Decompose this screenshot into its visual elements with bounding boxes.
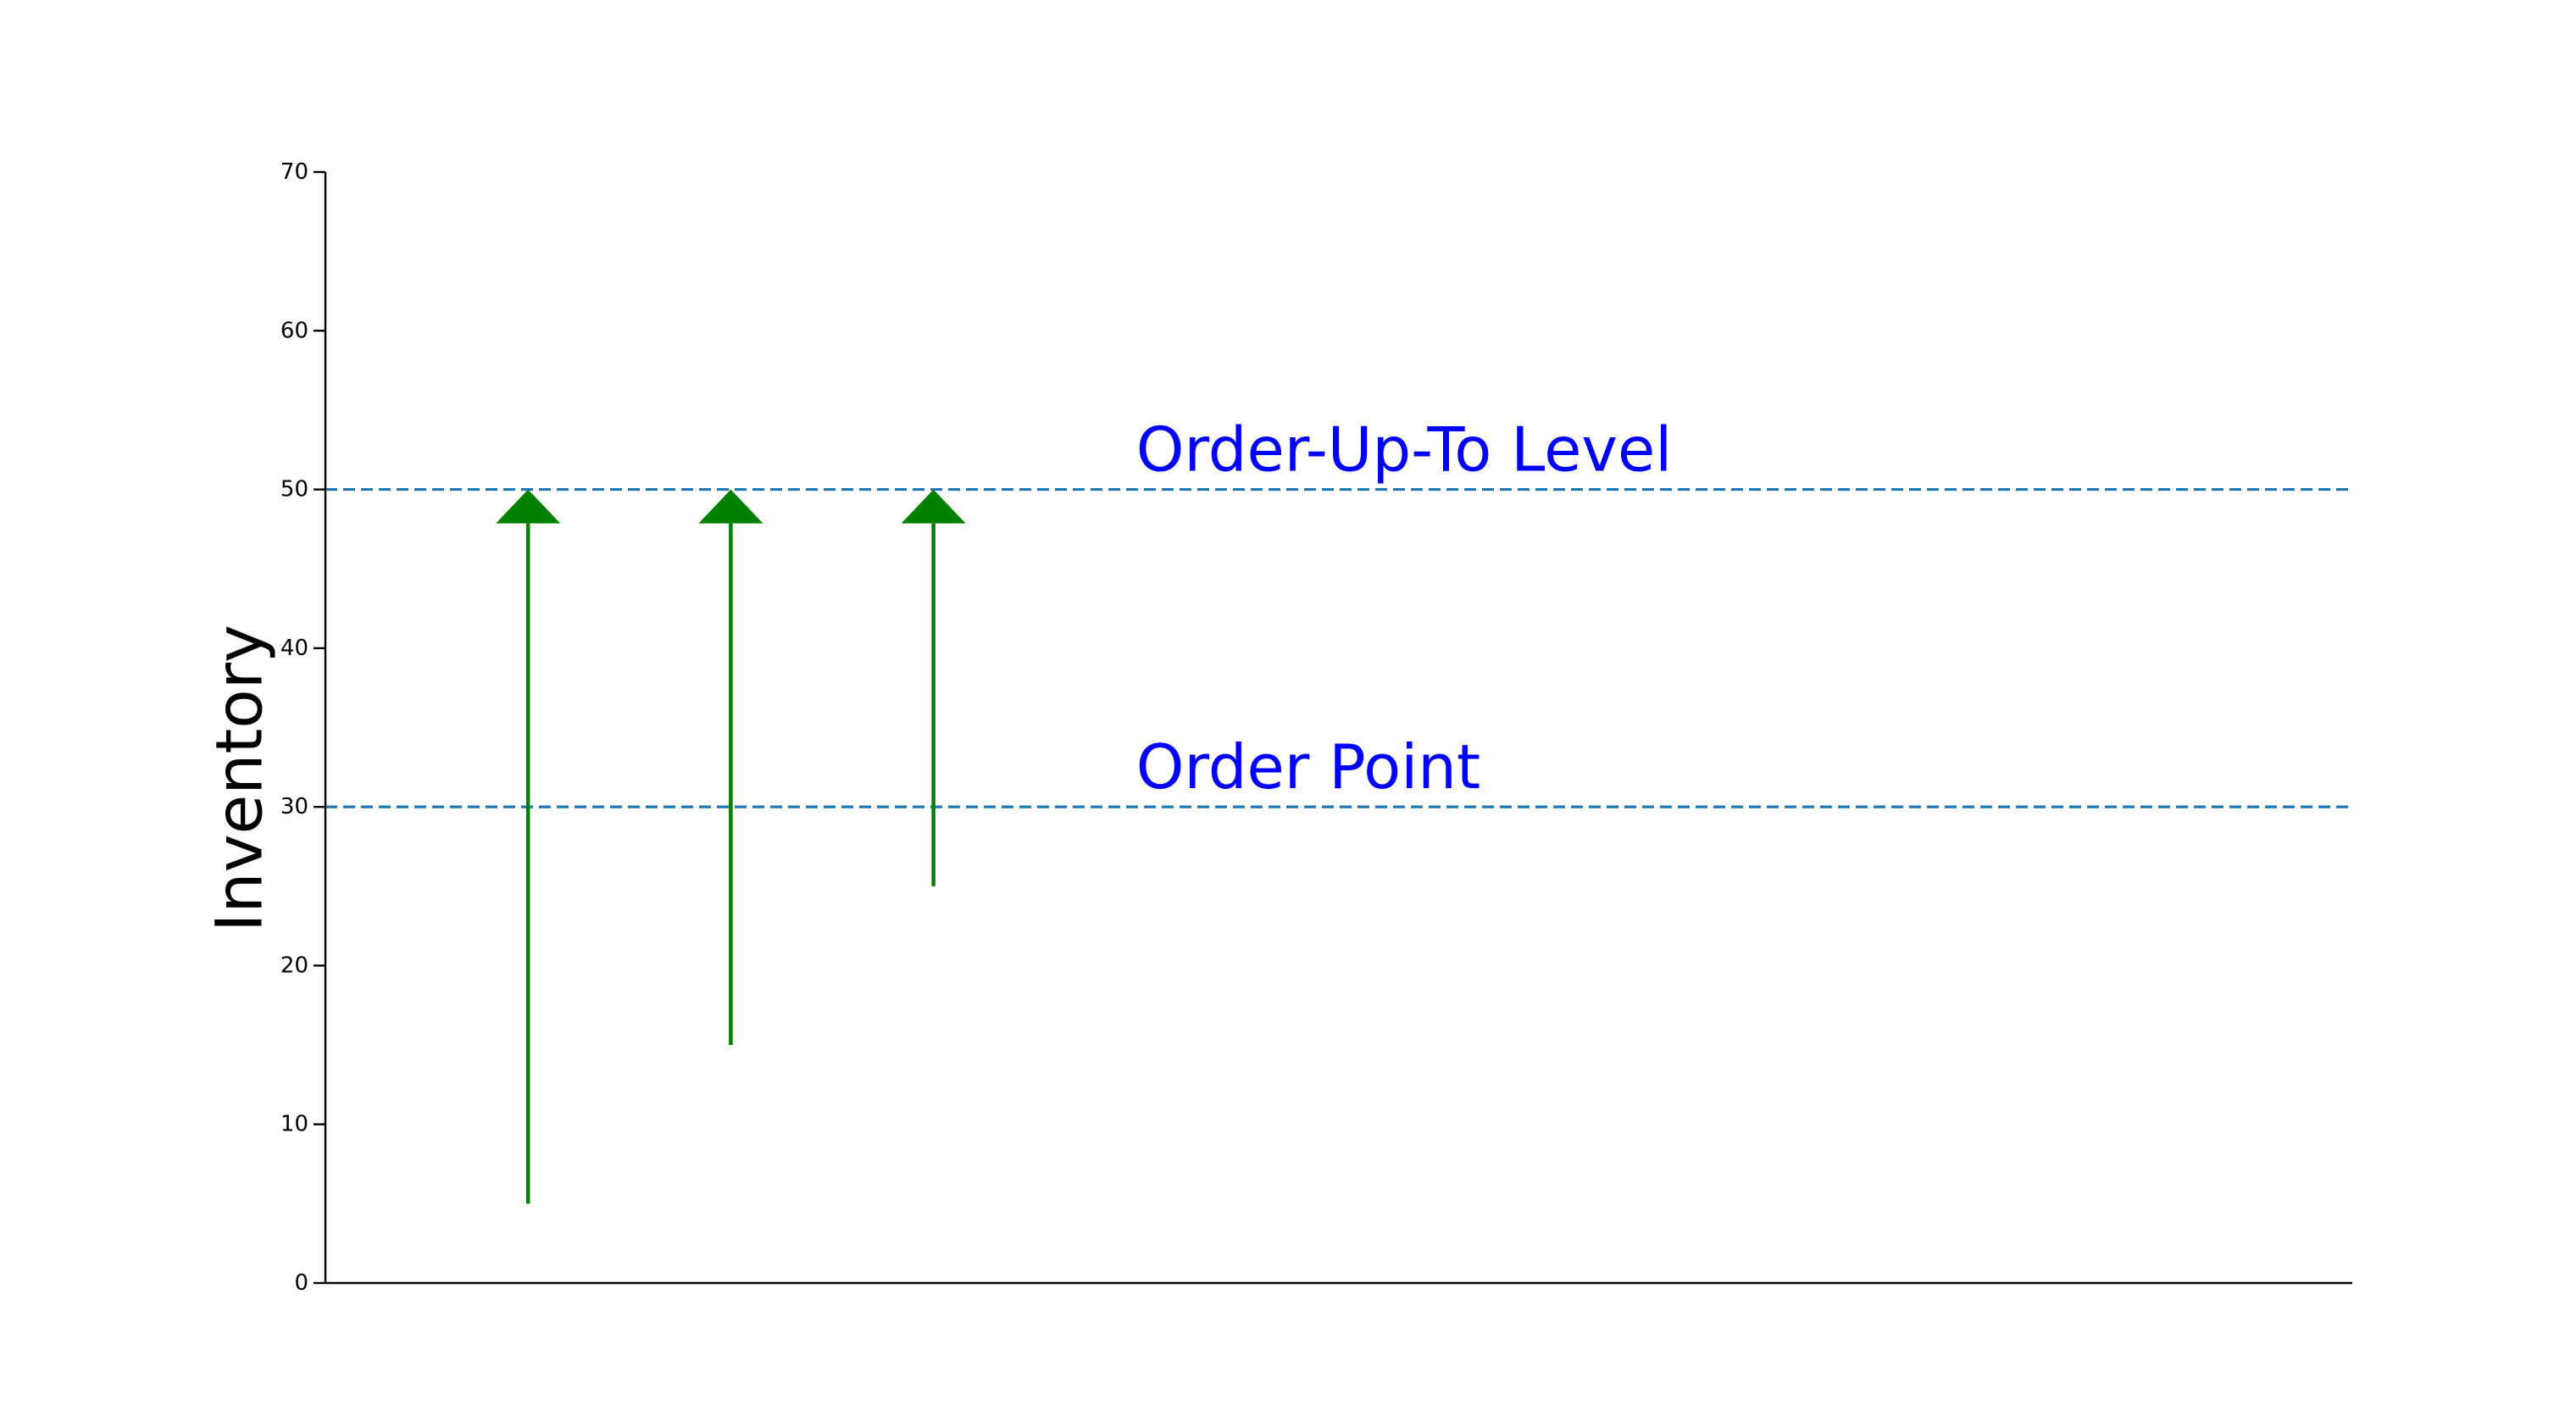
y-tick-label: 10 [280,1112,308,1137]
reference-line-label: Order Point [1136,731,1480,803]
y-tick-label: 40 [280,636,308,661]
axes [324,172,2352,1285]
order-arrow-head [901,489,966,524]
y-ticks: 0 10 20 30 40 50 60 70 [280,159,325,1296]
order-arrows [496,489,966,1204]
y-tick-label: 20 [280,953,308,978]
y-tick-label: 0 [294,1270,308,1296]
y-tick-label: 30 [280,794,308,819]
y-tick-label: 70 [280,159,308,185]
y-axis-label: Inventory [202,625,277,932]
y-tick-label: 60 [280,318,308,343]
order-arrow-head [698,489,763,524]
reference-line-label: Order-Up-To Level [1136,414,1673,486]
y-tick-label: 50 [280,477,308,503]
order-arrow-head [496,489,561,524]
reference-labels: Order-Up-To Level Order Point [1136,414,1673,803]
